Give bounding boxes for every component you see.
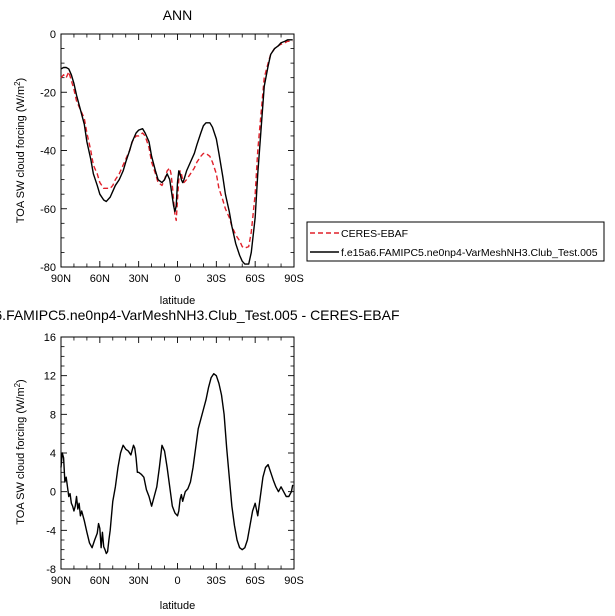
x-tick-label: 90N: [51, 575, 71, 587]
y-tick-label: -40: [40, 146, 56, 158]
bottom-chart-ylabel: TOA SW cloud forcing (W/m2): [13, 379, 27, 524]
y-tick-label: -60: [40, 204, 56, 216]
x-tick-label: 30S: [207, 273, 227, 285]
bottom-chart-title: f.e15a6.FAMIPC5.ne0np4-VarMeshNH3.Club_T…: [0, 307, 400, 323]
x-tick-label: 60S: [245, 273, 265, 285]
top-chart-xlabel: latitude: [160, 295, 195, 307]
y-tick-label: 0: [50, 29, 56, 41]
legend-label-2: f.e15a6.FAMIPC5.ne0np4-VarMeshNH3.Club_T…: [341, 247, 598, 259]
y-tick-label: 8: [50, 409, 56, 421]
x-tick-label: 60N: [90, 575, 110, 587]
top-chart-ylabel: TOA SW cloud forcing (W/m2): [13, 78, 27, 223]
x-tick-label: 60S: [245, 575, 265, 587]
legend-label-1: CERES-EBAF: [341, 228, 408, 240]
y-tick-label: 4: [50, 448, 56, 460]
series-line-2: [60, 39, 293, 265]
x-tick-label: 90S: [284, 273, 304, 285]
x-tick-label: 90N: [51, 273, 71, 285]
y-tick-label: 16: [44, 332, 56, 344]
y-tick-label: -8: [46, 564, 56, 576]
x-tick-label: 30S: [207, 575, 227, 587]
x-tick-label: 30N: [129, 575, 149, 587]
y-tick-label: 0: [50, 487, 56, 499]
top-chart: ANN 90N 60N 30N 0 30S 60S 90S 0 -20 -40 -60 -80 lat…: [13, 7, 605, 307]
top-chart-plot: 90N 60N 30N 0 30S 60S 90S 0 -20 -40 -60 -80: [40, 29, 304, 285]
x-tick-label: 90S: [284, 575, 304, 587]
plot-frame: [60, 336, 295, 570]
y-tick-label: -20: [40, 87, 56, 99]
top-chart-title: ANN: [163, 7, 193, 23]
y-tick-label: -80: [40, 262, 56, 274]
legend-box: [306, 221, 605, 262]
y-tick-label: -4: [46, 525, 56, 537]
y-tick-label: 12: [44, 371, 56, 383]
x-tick-label: 0: [174, 273, 180, 285]
bottom-chart-plot: 90N 60N 30N 0 30S 60S 90S 16 12 8 4 0 -4 -8: [44, 332, 304, 587]
series-line-1: [60, 40, 293, 249]
bottom-chart-xlabel: latitude: [160, 600, 195, 612]
x-tick-label: 30N: [129, 273, 149, 285]
bottom-chart: f.e15a6.FAMIPC5.ne0np4-VarMeshNH3.Club_T…: [0, 307, 400, 612]
x-tick-label: 0: [174, 575, 180, 587]
top-chart-legend: CERES-EBAF f.e15a6.FAMIPC5.ne0np4-VarMesh…: [306, 221, 605, 262]
x-tick-label: 60N: [90, 273, 110, 285]
series-line-1: [60, 373, 294, 555]
